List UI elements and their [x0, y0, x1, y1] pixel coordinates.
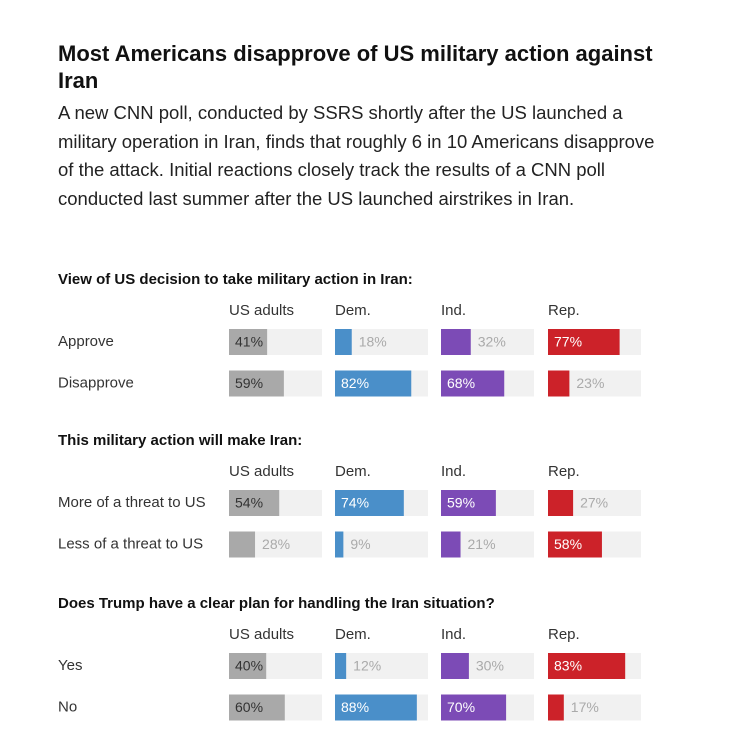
- bar: [548, 653, 626, 679]
- bar: [335, 370, 412, 397]
- bar: [548, 370, 570, 397]
- value-label: 88%: [341, 699, 369, 715]
- row-label: More of a threat to US: [58, 494, 206, 511]
- column-header: Rep.: [548, 302, 580, 319]
- value-label: 59%: [235, 375, 263, 391]
- column-header: Ind.: [441, 302, 466, 319]
- bar: [335, 653, 347, 679]
- bar: [229, 653, 267, 679]
- value-label: 58%: [554, 536, 582, 552]
- value-label: 70%: [447, 699, 475, 715]
- value-label: 40%: [235, 658, 263, 674]
- value-label: 28%: [262, 536, 290, 552]
- bar: [229, 694, 285, 721]
- column-header: US adults: [229, 463, 294, 480]
- bar: [548, 531, 602, 558]
- column-header: Rep.: [548, 463, 580, 480]
- column-header: US adults: [229, 302, 294, 319]
- column-header: Dem.: [335, 302, 371, 319]
- column-header: US adults: [229, 626, 294, 643]
- bar: [335, 694, 417, 721]
- value-label: 77%: [554, 334, 582, 350]
- value-label: 68%: [447, 375, 475, 391]
- row-label: Less of a threat to US: [58, 535, 203, 552]
- bar: [441, 531, 461, 558]
- column-header: Ind.: [441, 463, 466, 480]
- bar: [229, 370, 284, 397]
- bar: [441, 490, 496, 516]
- column-header: Ind.: [441, 626, 466, 643]
- bar-track: [335, 653, 428, 679]
- value-label: 60%: [235, 699, 263, 715]
- bar-track: [335, 531, 428, 558]
- value-label: 82%: [341, 375, 369, 391]
- bar: [335, 490, 404, 516]
- row-label: Disapprove: [58, 374, 134, 391]
- bar: [441, 329, 471, 355]
- value-label: 17%: [571, 699, 599, 715]
- bar: [335, 329, 352, 355]
- value-label: 12%: [353, 658, 381, 674]
- chart-title: Does Trump have a clear plan for handlin…: [58, 595, 495, 612]
- row-label: Approve: [58, 333, 114, 350]
- column-header: Dem.: [335, 463, 371, 480]
- row-label: Yes: [58, 657, 82, 674]
- chart-title: This military action will make Iran:: [58, 432, 302, 449]
- bar: [548, 490, 574, 516]
- value-label: 59%: [447, 495, 475, 511]
- column-header: Rep.: [548, 626, 580, 643]
- bar: [548, 329, 620, 355]
- bar: [441, 694, 507, 721]
- bar: [229, 531, 256, 558]
- bar: [441, 370, 505, 397]
- value-label: 54%: [235, 495, 263, 511]
- bar: [229, 490, 280, 516]
- value-label: 74%: [341, 495, 369, 511]
- chart-title: View of US decision to take military act…: [58, 271, 413, 288]
- value-label: 18%: [359, 334, 387, 350]
- subtitle: A new CNN poll, conducted by SSRS shortl…: [58, 102, 655, 209]
- value-label: 30%: [476, 658, 504, 674]
- value-label: 83%: [554, 658, 582, 674]
- value-label: 27%: [580, 495, 608, 511]
- bar: [548, 694, 564, 721]
- bar: [441, 653, 469, 679]
- bar: [229, 329, 268, 355]
- row-label: No: [58, 698, 77, 715]
- value-label: 23%: [576, 375, 604, 391]
- value-label: 32%: [478, 334, 506, 350]
- value-label: 9%: [350, 536, 370, 552]
- value-label: 21%: [468, 536, 496, 552]
- value-label: 41%: [235, 334, 263, 350]
- bar: [335, 531, 344, 558]
- headline: Most Americans disapprove of US military…: [58, 41, 653, 93]
- column-header: Dem.: [335, 626, 371, 643]
